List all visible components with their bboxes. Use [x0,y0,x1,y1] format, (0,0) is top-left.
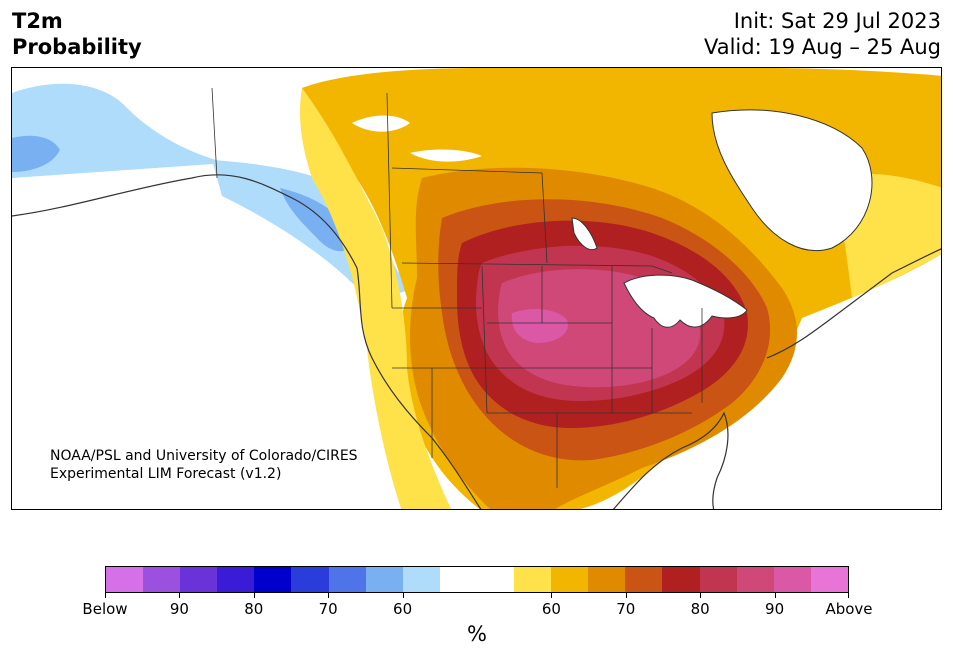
probability-map: NOAA/PSL and University of Colorado/CIRE… [11,67,942,510]
colorbar-tick-label: 70 [616,600,636,618]
colorbar-segment [180,567,218,592]
colorbar-tick-label: 60 [541,600,561,618]
colorbar-segment [736,567,774,592]
valid-date-label: Valid: 19 Aug – 25 Aug [703,35,941,59]
colorbar-segment [254,567,292,592]
colorbar-segment [143,567,181,592]
cold-region-pacific-nw-core [280,188,352,252]
great-bear-lake [352,115,410,132]
colorbar-tick-mark [253,593,255,598]
colorbar-tick-mark [625,593,627,598]
colorbar-segment [810,567,848,592]
colorbar-segment [217,567,255,592]
hudson-bay [711,109,873,252]
init-date-label: Init: Sat 29 Jul 2023 [733,9,941,33]
colorbar-tick-label: Below [82,600,128,618]
map-svg [12,68,941,509]
colorbar-segment [291,567,329,592]
colorbar-tick-mark [774,593,776,598]
colorbar-tick-label: 90 [765,600,785,618]
colorbar-tick-label: 80 [690,600,710,618]
cold-region-alaska-core [12,135,60,172]
credit-text: NOAA/PSL and University of Colorado/CIRE… [50,447,358,483]
colorbar-segment [773,567,811,592]
colorbar-segment [662,567,700,592]
colorbar-segment [402,567,440,592]
colorbar-tick-mark [402,593,404,598]
colorbar-tick-mark [105,593,106,598]
warm-region-pink [511,308,568,343]
colorbar-segment [588,567,626,592]
colorbar-segment [476,567,515,592]
title-line2: Probability [12,35,142,59]
colorbar-segment [514,567,552,592]
colorbar-segment [365,567,403,592]
credit-line1: NOAA/PSL and University of Colorado/CIRE… [50,448,358,464]
colorbar-tick-label: 90 [169,600,189,618]
colorbar-tick-label: Above [825,600,873,618]
colorbar-segment [328,567,366,592]
colorbar-tick-mark [328,593,330,598]
warm-region-yellow-west [300,88,452,509]
colorbar-segment [625,567,663,592]
lake-winnipeg [571,217,598,251]
colorbar [105,566,849,593]
title-line1: T2m [12,9,63,33]
colorbar-segment [699,567,737,592]
great-lakes [623,274,748,328]
political-borders [211,87,703,488]
colorbar-segment [106,567,144,592]
chart-title: T2m Probability [12,8,142,60]
great-slave-lake [410,149,482,162]
colorbar-tick-mark [848,593,849,598]
colorbar-segment [551,567,589,592]
colorbar-tick-label: 70 [318,600,338,618]
colorbar-tick-label: 80 [244,600,264,618]
colorbar-tick-mark [551,593,553,598]
colorbar-unit: % [467,622,487,646]
colorbar-segment [439,567,477,592]
colorbar-tick-mark [179,593,181,598]
forecast-dates: Init: Sat 29 Jul 2023 Valid: 19 Aug – 25… [704,8,941,60]
credit-line2: Experimental LIM Forecast (v1.2) [50,466,282,482]
cold-region-alaska [12,83,227,178]
colorbar-tick-mark [700,593,702,598]
colorbar-tick-label: 60 [393,600,413,618]
